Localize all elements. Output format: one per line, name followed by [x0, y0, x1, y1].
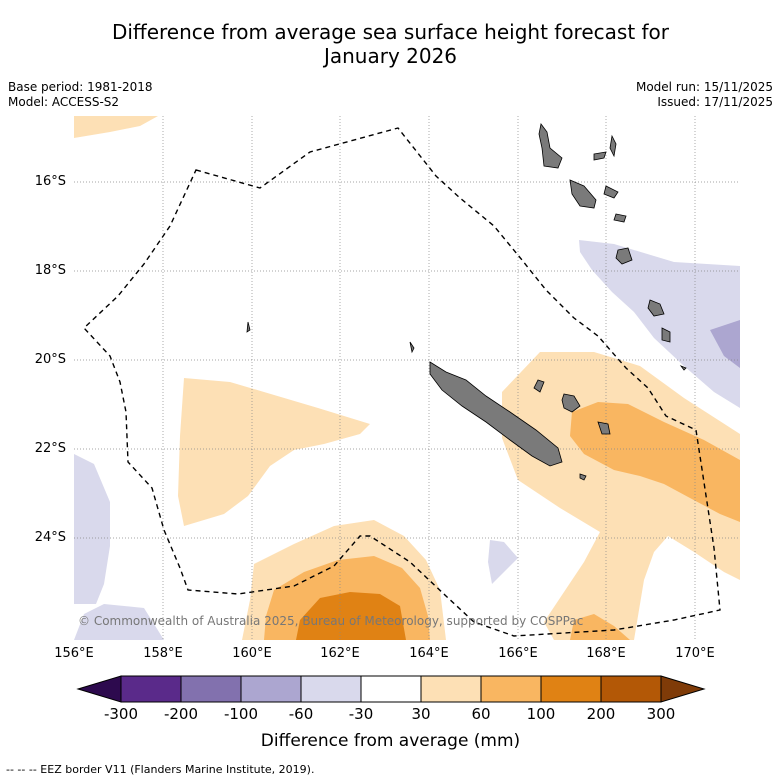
- colorbar-segment: [540, 675, 602, 703]
- colorbar-tick: -300: [103, 705, 139, 723]
- colorbar-segment: [120, 675, 182, 703]
- lat-label-22s: 22°S: [34, 441, 66, 456]
- lon-label-164e: 164°E: [409, 646, 449, 661]
- lon-label-166e: 166°E: [498, 646, 538, 661]
- land-masses: [246, 123, 687, 481]
- colorbar-segment: [600, 675, 662, 703]
- colorbar-tick: 30: [411, 705, 431, 723]
- colorbar-segment: [180, 675, 242, 703]
- copyright-notice: © Commonwealth of Australia 2025, Bureau…: [78, 614, 584, 628]
- colorbar-tick: -100: [223, 705, 259, 723]
- colorbar-segment: [420, 675, 482, 703]
- gridlines: [74, 116, 740, 640]
- issued-date: Issued: 17/11/2025: [657, 95, 773, 109]
- lon-label-160e: 160°E: [232, 646, 272, 661]
- new-caledonia-landmass: [429, 361, 563, 467]
- chart-title: Difference from average sea surface heig…: [0, 20, 781, 68]
- lon-label-162e: 162°E: [320, 646, 360, 661]
- colorbar-segment: [360, 675, 422, 703]
- colorbar-tick: -200: [163, 705, 199, 723]
- lat-label-16s: 16°S: [34, 174, 66, 189]
- lon-label-168e: 168°E: [586, 646, 626, 661]
- colorbar-tick: 300: [646, 705, 676, 723]
- title-line-2: January 2026: [323, 44, 458, 68]
- model-name: Model: ACCESS-S2: [8, 95, 120, 109]
- colorbar-segment: [480, 675, 542, 703]
- positive-anomaly-regions: [74, 116, 740, 640]
- colorbar-tick: -30: [348, 705, 374, 723]
- lon-label-158e: 158°E: [143, 646, 183, 661]
- map-svg: [74, 116, 740, 640]
- eez-border-line: [83, 127, 721, 637]
- meta-right: Model run: 15/11/2025 Issued: 17/11/2025: [636, 80, 773, 110]
- colorbar-tick: 200: [586, 705, 616, 723]
- meta-left: Base period: 1981-2018 Model: ACCESS-S2: [8, 80, 153, 110]
- map-panel: [74, 116, 740, 640]
- colorbar-label: Difference from average (mm): [260, 731, 521, 751]
- title-line-1: Difference from average sea surface heig…: [111, 20, 670, 44]
- colorbar-tick: -60: [288, 705, 314, 723]
- colorbar-arrow-low: [76, 675, 122, 703]
- lat-label-24s: 24°S: [34, 530, 66, 545]
- lon-label-170e: 170°E: [675, 646, 715, 661]
- negative-anomaly-regions: [74, 240, 740, 640]
- eez-legend-footnote: -- -- -- EEZ border V11 (Flanders Marine…: [6, 763, 315, 776]
- colorbar-segment: [300, 675, 362, 703]
- lon-label-156e: 156°E: [54, 646, 94, 661]
- colorbar: [76, 675, 706, 703]
- colorbar-tick: 100: [526, 705, 556, 723]
- lat-label-20s: 20°S: [34, 352, 66, 367]
- base-period: Base period: 1981-2018: [8, 80, 153, 94]
- colorbar-arrow-high: [660, 675, 706, 703]
- colorbar-segment: [240, 675, 302, 703]
- lat-label-18s: 18°S: [34, 263, 66, 278]
- colorbar-tick: 60: [471, 705, 491, 723]
- model-run: Model run: 15/11/2025: [635, 80, 773, 94]
